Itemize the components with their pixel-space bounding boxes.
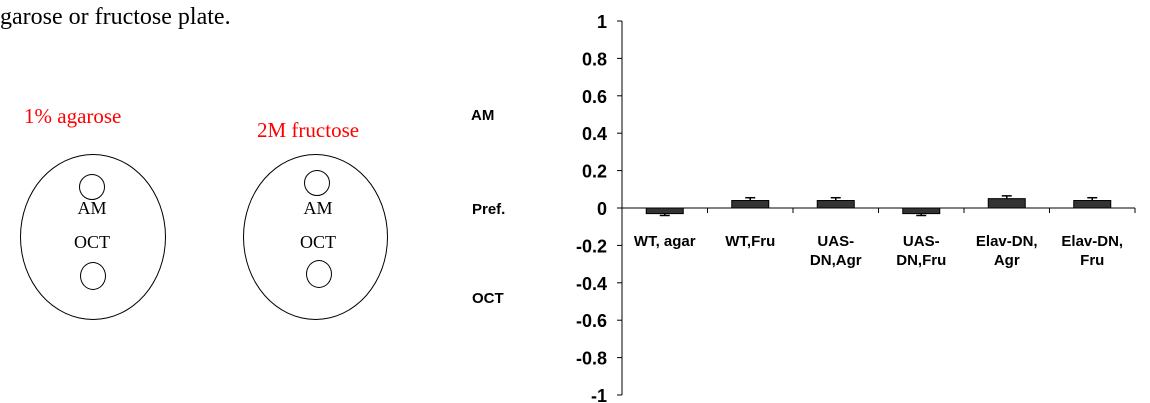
x-tick-label: Elav-DN, <box>1061 233 1123 250</box>
bar <box>731 200 770 209</box>
y-tick-label: 0.2 <box>582 162 607 182</box>
side-label-pref: Pref. <box>472 201 506 218</box>
plate-1-circle <box>20 154 166 320</box>
y-tick-label: 0.6 <box>582 87 607 107</box>
y-tick-label: 1 <box>597 12 607 32</box>
plate-2-label: 2M fructose <box>257 118 360 142</box>
x-tick-label: UAS- <box>817 233 854 250</box>
plate-1-label: 1% agarose <box>24 104 122 128</box>
plate-2-am-text: AM <box>303 198 333 218</box>
x-tick-label: Agr <box>994 252 1020 269</box>
x-tick-label: Fru <box>1080 252 1104 269</box>
plate-1-am-text: AM <box>77 198 107 218</box>
x-tick-label: WT,Fru <box>725 233 775 250</box>
figure-caption: garose or fructose plate. <box>0 4 231 30</box>
bar <box>987 198 1026 209</box>
y-tick-label: -0.8 <box>576 349 607 369</box>
x-tick-label: DN,Fru <box>896 252 946 269</box>
bar <box>816 200 855 209</box>
y-tick-label: 0.8 <box>582 49 607 69</box>
bar <box>645 207 684 215</box>
y-tick-label: 0 <box>597 199 607 219</box>
side-label-oct: OCT <box>472 290 504 307</box>
plate-1-oct-text: OCT <box>74 232 110 252</box>
plate-2-oct-text: OCT <box>300 232 336 252</box>
y-tick-label: 0.4 <box>582 124 607 144</box>
plate-2-circle <box>243 154 388 320</box>
y-tick-label: -1 <box>591 386 607 403</box>
bar <box>1073 200 1112 209</box>
x-tick-label: WT, agar <box>634 233 696 250</box>
y-tick-label: -0.4 <box>576 274 607 294</box>
y-tick-label: -0.6 <box>576 311 607 331</box>
x-tick-label: Elav-DN, <box>976 233 1038 250</box>
side-label-am: AM <box>471 107 495 124</box>
plate-1-am-well <box>79 174 105 200</box>
y-tick-label: -0.2 <box>576 236 607 256</box>
x-tick-label: UAS- <box>903 233 940 250</box>
bar <box>902 207 941 215</box>
x-tick-label: DN,Agr <box>810 252 862 269</box>
plate-1-oct-well <box>80 262 106 290</box>
plate-2-am-well <box>304 170 330 196</box>
plate-2-oct-well <box>306 260 332 288</box>
